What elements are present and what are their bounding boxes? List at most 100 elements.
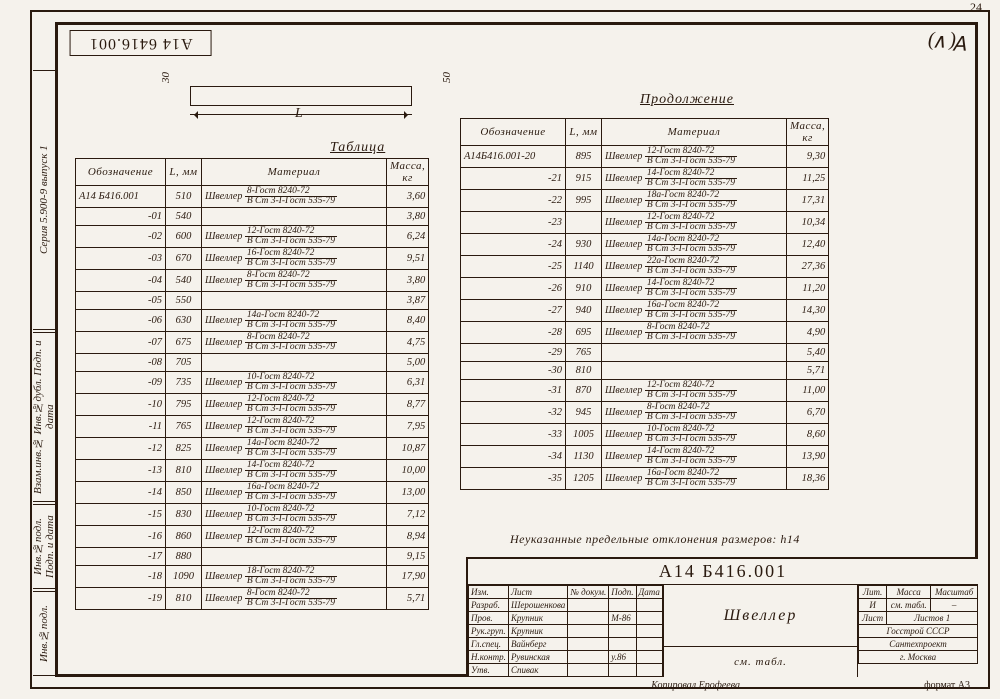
cell-oboz: -01	[76, 208, 166, 226]
signature-cell: Вайнберг	[508, 638, 568, 651]
cell-mass: 3,87	[387, 292, 429, 310]
table-row: А14Б416.001-20895Швеллер 12-Гост 8240-72…	[461, 146, 829, 168]
signature-cell	[609, 599, 636, 612]
cell-material: Швеллер 12-Гост 8240-72В Ст 3-I-Гост 535…	[202, 416, 387, 438]
cell-mass: 13,90	[787, 446, 829, 468]
cell-material	[202, 548, 387, 566]
table-row: -27940Швеллер 16а-Гост 8240-72В Ст 3-I-Г…	[461, 300, 829, 322]
cell-L: 765	[166, 416, 202, 438]
cell-mass: 17,90	[387, 566, 429, 588]
spec-table-1: Обозначение L, мм Материал Масса, кг А14…	[75, 158, 429, 610]
cell-mass: 17,31	[787, 190, 829, 212]
cell-material	[202, 208, 387, 226]
cell-mass: 8,60	[787, 424, 829, 446]
cell-L: 940	[566, 300, 602, 322]
cell-L: 765	[566, 344, 602, 362]
cell-material	[602, 344, 787, 362]
cell-oboz: -28	[461, 322, 566, 344]
cell-L: 945	[566, 402, 602, 424]
cell-oboz: -07	[76, 332, 166, 354]
cell-mass: 9,30	[787, 146, 829, 168]
cell-L: 540	[166, 270, 202, 292]
signature-cell: Крупник	[508, 612, 568, 625]
table-row: -341130Швеллер 14-Гост 8240-72В Ст 3-I-Г…	[461, 446, 829, 468]
cell-oboz: -21	[461, 168, 566, 190]
cell-material: Швеллер 10-Гост 8240-72В Ст 3-I-Гост 535…	[202, 372, 387, 394]
cell-L: 1090	[166, 566, 202, 588]
signature-cell: Лист	[508, 586, 568, 599]
cell-oboz: -06	[76, 310, 166, 332]
cell-mass: 8,77	[387, 394, 429, 416]
signature-row: Разраб.Шерошенкова	[469, 599, 663, 612]
cell-material: Швеллер 18а-Гост 8240-72В Ст 3-I-Гост 53…	[602, 190, 787, 212]
cell-mass: 8,94	[387, 526, 429, 548]
tb-sheet: Лист	[859, 612, 887, 625]
cell-mass: 6,24	[387, 226, 429, 248]
cell-L: 915	[566, 168, 602, 190]
copied-by: Копировал Ерофеева	[651, 680, 740, 691]
cell-oboz: -02	[76, 226, 166, 248]
table-row: -32945Швеллер 8-Гост 8240-72В Ст 3-I-Гос…	[461, 402, 829, 424]
cell-oboz: -16	[76, 526, 166, 548]
signature-cell	[636, 651, 662, 664]
cell-mass: 12,40	[787, 234, 829, 256]
table-row: -087055,00	[76, 354, 429, 372]
cell-mass: 6,31	[387, 372, 429, 394]
signature-cell	[568, 664, 609, 677]
cell-mass: 5,71	[387, 588, 429, 610]
cell-material: Швеллер 12-Гост 8240-72В Ст 3-I-Гост 535…	[602, 380, 787, 402]
dim-left: 30	[160, 72, 172, 83]
signature-cell: Дата	[636, 586, 662, 599]
cell-mass: 9,15	[387, 548, 429, 566]
cell-material	[602, 362, 787, 380]
tb-org2: Сантехпроект	[859, 638, 978, 651]
cell-material: Швеллер 14а-Гост 8240-72В Ст 3-I-Гост 53…	[202, 310, 387, 332]
table-row: -331005Швеллер 10-Гост 8240-72В Ст 3-I-Г…	[461, 424, 829, 446]
cell-L: 695	[566, 322, 602, 344]
tb-mass-v: см. табл.	[887, 599, 931, 612]
cell-mass: 6,70	[787, 402, 829, 424]
signature-row: Пров.КрупникМ-86	[469, 612, 663, 625]
signature-cell	[609, 638, 636, 651]
dim-L-label: L	[295, 106, 303, 122]
signature-cell: Крупник	[508, 625, 568, 638]
cell-mass: 10,00	[387, 460, 429, 482]
format-label: формат А3	[924, 680, 970, 691]
cell-material: Швеллер 16а-Гост 8240-72В Ст 3-I-Гост 53…	[602, 300, 787, 322]
dim-right: 50	[441, 72, 453, 83]
th-mat: Материал	[202, 159, 387, 186]
tb-scale-v: –	[931, 599, 978, 612]
cell-oboz: -13	[76, 460, 166, 482]
table-row: -11765Швеллер 12-Гост 8240-72В Ст 3-I-Го…	[76, 416, 429, 438]
cell-oboz: -23	[461, 212, 566, 234]
cell-L: 870	[566, 380, 602, 402]
cell-oboz: -09	[76, 372, 166, 394]
cell-mass: 4,75	[387, 332, 429, 354]
cell-L: 810	[166, 588, 202, 610]
table-row: -19810Швеллер 8-Гост 8240-72В Ст 3-I-Гос…	[76, 588, 429, 610]
table-row: -16860Швеллер 12-Гост 8240-72В Ст 3-I-Го…	[76, 526, 429, 548]
signature-cell	[609, 625, 636, 638]
cell-oboz: -34	[461, 446, 566, 468]
table-row: -13810Швеллер 14-Гост 8240-72В Ст 3-I-Го…	[76, 460, 429, 482]
tb-signatures: Изм.Лист№ докум.Подп.ДатаРазраб.Шерошенк…	[468, 585, 664, 677]
cell-oboz: -25	[461, 256, 566, 278]
signature-row: Рук.груп.Крупник	[469, 625, 663, 638]
cell-oboz: -33	[461, 424, 566, 446]
cell-L: 825	[166, 438, 202, 460]
cell-L: 1130	[566, 446, 602, 468]
table-title: Таблица	[330, 140, 385, 156]
orientation-mark: ∀(∨)	[928, 30, 970, 55]
cell-material: Швеллер 8-Гост 8240-72В Ст 3-I-Гост 535-…	[602, 402, 787, 424]
cell-L: 930	[566, 234, 602, 256]
table-row: -178809,15	[76, 548, 429, 566]
cell-material	[202, 354, 387, 372]
tb-doc-number: А14 Б416.001	[468, 559, 978, 585]
continuation-title: Продолжение	[640, 92, 734, 108]
tb-sheets: Листов 1	[887, 612, 978, 625]
cell-L: 830	[166, 504, 202, 526]
cell-mass: 14,30	[787, 300, 829, 322]
signature-cell	[636, 625, 662, 638]
signature-cell	[568, 599, 609, 612]
cell-oboz: -14	[76, 482, 166, 504]
